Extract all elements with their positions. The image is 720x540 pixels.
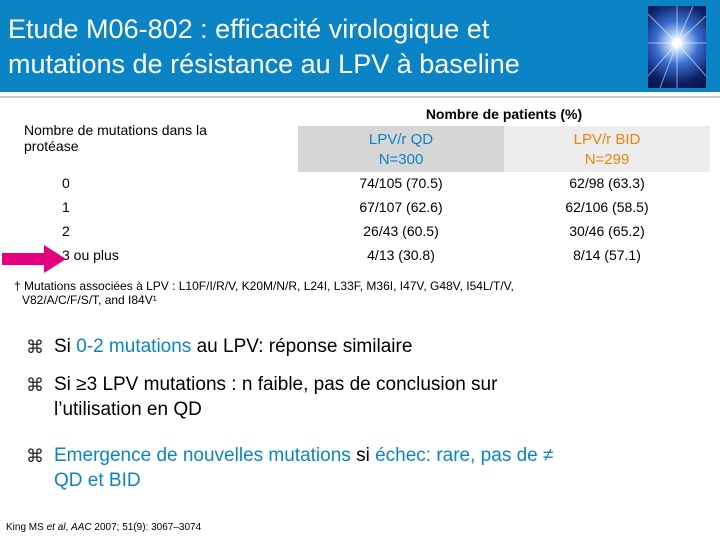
bullet-marker-icon: ⌘	[26, 375, 44, 395]
header-lpv-bid-n: N=299	[584, 151, 630, 168]
group-header: Nombre de patients (%)	[425, 106, 583, 122]
slide-title-line1: Etude M06-802 : efficacité virologique e…	[8, 14, 490, 44]
cell-bid: 62/106 (58.5)	[565, 199, 649, 215]
bullet-text-part: Si	[54, 336, 77, 357]
cell-bid: 62/98 (63.3)	[569, 175, 645, 191]
reference-journal: AAC	[71, 522, 92, 533]
table-row: 1 67/107 (62.6) 62/106 (58.5)	[0, 196, 720, 220]
header-lpv-bid-name: LPV/r BID	[573, 131, 641, 148]
bullet-marker-icon: ⌘	[26, 446, 44, 466]
title-divider	[0, 96, 720, 98]
bullet-text-part: si	[350, 445, 376, 466]
cell-qd: 67/107 (62.6)	[359, 199, 443, 215]
reference-rest: 2007; 51(9): 3067–3074	[91, 522, 202, 533]
row-label: 3 ou plus	[62, 247, 119, 263]
bullet-text-part: l’utilisation en QD	[54, 399, 202, 420]
table-row: 3 ou plus 4/13 (30.8) 8/14 (57.1)	[0, 244, 720, 268]
starburst-logo-icon	[648, 6, 706, 88]
bullet-text-emphasis: 0-2 mutations	[76, 336, 192, 357]
header-lpv-qd: LPV/r QD N=300	[298, 126, 504, 172]
table-row: 2 26/43 (60.5) 30/46 (65.2)	[0, 220, 720, 244]
reference-authors: King MS	[6, 522, 47, 533]
bullet-text-emphasis: Emergence de nouvelles mutations	[54, 445, 351, 466]
cell-bid: 8/14 (57.1)	[573, 247, 641, 263]
bullet-text-emphasis: QD et BID	[54, 470, 141, 491]
row-header: Nombre de mutations dans la protéase	[24, 122, 207, 154]
bullet-text-emphasis: échec: rare, pas de ≠	[375, 445, 554, 466]
footnote: † Mutations associées à LPV : L10F/I/R/V…	[14, 279, 704, 307]
bullet-text: Emergence de nouvelles mutations si éche…	[54, 443, 694, 493]
cell-qd: 4/13 (30.8)	[367, 247, 435, 263]
bullet-text-part: au LPV: réponse similaire	[191, 336, 413, 357]
table-header-row: LPV/r QD N=300 LPV/r BID N=299	[298, 126, 710, 172]
cell-bid: 30/46 (65.2)	[569, 223, 645, 239]
footnote-line1: † Mutations associées à LPV : L10F/I/R/V…	[14, 279, 514, 293]
reference: King MS et al, AAC 2007; 51(9): 3067–307…	[6, 522, 201, 533]
bullet-text-part: Si ≥3 LPV mutations : n faible, pas de c…	[54, 374, 498, 395]
reference-etal: et al	[46, 522, 66, 533]
row-label: 2	[62, 223, 70, 239]
row-label: 0	[62, 175, 70, 191]
slide-title-line2: mutations de résistance au LPV à baselin…	[8, 49, 520, 79]
table-row: 0 74/105 (70.5) 62/98 (63.3)	[0, 172, 720, 196]
cell-qd: 74/105 (70.5)	[359, 175, 443, 191]
header-lpv-qd-n: N=300	[378, 151, 424, 168]
header-lpv-qd-name: LPV/r QD	[368, 131, 434, 148]
cell-qd: 26/43 (60.5)	[363, 223, 439, 239]
bullet-text: Si ≥3 LPV mutations : n faible, pas de c…	[54, 372, 694, 422]
reference-sep: ,	[65, 522, 72, 533]
bullet-text: Si 0-2 mutations au LPV: réponse similai…	[54, 334, 694, 359]
arrow-right-icon	[2, 245, 66, 273]
bullet-marker-icon: ⌘	[26, 337, 44, 357]
title-bar: Etude M06-802 : efficacité virologique e…	[0, 0, 720, 92]
header-lpv-bid: LPV/r BID N=299	[504, 126, 710, 172]
slide-title: Etude M06-802 : efficacité virologique e…	[8, 12, 648, 82]
row-label: 1	[62, 199, 70, 215]
footnote-line2: V82/A/C/F/S/T, and I84V¹	[22, 293, 157, 307]
